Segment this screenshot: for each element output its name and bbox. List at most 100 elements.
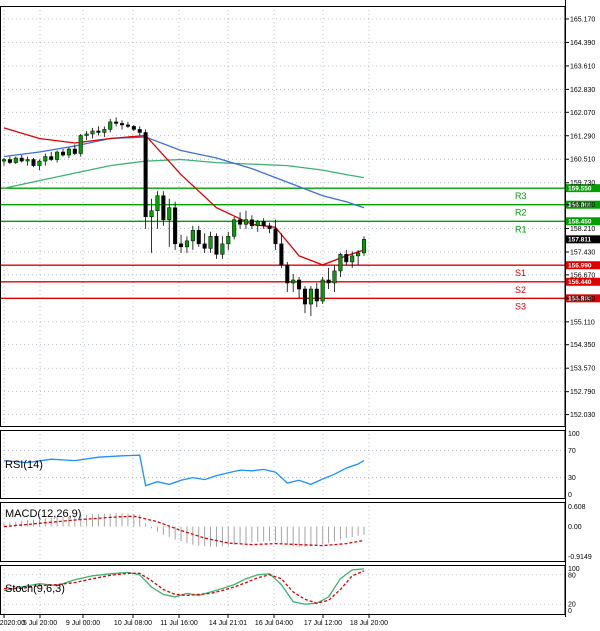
candle-body	[173, 207, 178, 245]
candle-body	[19, 157, 24, 162]
candle	[179, 234, 184, 253]
y-tick-label: 155.890	[570, 296, 595, 303]
candle	[125, 121, 130, 128]
candle	[25, 156, 30, 166]
level-tag: 159.000	[568, 202, 592, 209]
candle-body	[208, 236, 213, 249]
candle-body	[297, 279, 302, 290]
candle-body	[49, 156, 54, 160]
candle-body	[232, 219, 237, 237]
stoch-d-line	[4, 570, 365, 604]
y-tick-label: 164.390	[570, 40, 595, 47]
candle-body	[255, 221, 260, 227]
candle	[338, 252, 343, 277]
rsi-panel: 100 70 30 0 RSI(14)	[0, 431, 580, 499]
candle-body	[131, 126, 136, 130]
candle-body	[108, 121, 113, 130]
candle	[226, 231, 231, 250]
panel-frame	[0, 502, 566, 562]
candle	[302, 286, 308, 314]
panel-frame	[0, 565, 566, 615]
candle	[344, 249, 349, 265]
stoch-tick-label: 0	[568, 608, 572, 615]
ma-fast-line	[3, 127, 365, 266]
candle-body	[314, 288, 319, 302]
ma-slow-line	[3, 158, 365, 189]
level-label-r1: R1	[515, 224, 527, 234]
x-tick-label: 16 Jul 04:00	[255, 620, 293, 627]
macd-panel: 0.608 0.00 -0.9149 MACD(12,26,9)	[3, 504, 592, 561]
candle	[90, 127, 95, 139]
candle-body	[302, 288, 308, 305]
x-tick-label: 18 Jul 20:00	[350, 620, 388, 627]
rsi-line	[3, 454, 365, 487]
candle-body	[267, 225, 272, 230]
candle-body	[43, 156, 48, 162]
candle-body	[102, 129, 107, 133]
candle-body	[161, 195, 166, 221]
level-tag-bg	[566, 294, 600, 303]
candle-body	[179, 243, 184, 248]
panel-frame	[0, 6, 566, 427]
candle	[155, 191, 160, 229]
candle	[285, 261, 290, 293]
candles	[1, 117, 367, 317]
candle	[13, 156, 18, 165]
candle-body	[143, 132, 148, 218]
candle-body	[361, 239, 367, 254]
rsi-label: RSI(14)	[5, 459, 43, 471]
current-price-tag	[566, 235, 600, 244]
candle	[350, 251, 355, 268]
macd-tick-label: 0.00	[568, 524, 582, 531]
candle-body	[220, 243, 225, 255]
candle-body	[125, 124, 130, 127]
candle-body	[25, 159, 30, 162]
candle-body	[196, 230, 201, 245]
candle	[184, 236, 189, 253]
candle	[314, 282, 319, 308]
candle	[7, 156, 12, 165]
candle-body	[214, 236, 219, 255]
level-tag: 155.890	[568, 296, 592, 303]
stoch-tick-label: 20	[568, 602, 576, 609]
candle-body	[96, 130, 101, 133]
candle	[214, 233, 219, 259]
candle	[37, 159, 42, 171]
level-tag: 159.550	[568, 185, 592, 192]
y-tick-label: 156.670	[570, 272, 595, 279]
level-label-r2: R2	[515, 208, 527, 218]
y-tick-label: 160.510	[570, 157, 595, 164]
candle	[196, 225, 201, 247]
pivot-levels: R3 159.550 R2 159.000 R1 158.450 S1 156.990 S2 15…	[0, 184, 600, 311]
candle-body	[226, 236, 231, 245]
ma-mid-line	[3, 136, 365, 209]
candle	[1, 158, 7, 166]
candle-body	[114, 121, 119, 124]
candle	[72, 144, 77, 156]
rsi-tick-label: 30	[568, 475, 576, 482]
candle	[131, 124, 136, 131]
candle-body	[249, 219, 254, 227]
panel-frame	[0, 430, 566, 499]
candle-body	[120, 123, 125, 126]
candle	[96, 126, 101, 136]
candle	[167, 198, 172, 247]
candle-body	[350, 255, 355, 263]
candle	[60, 149, 66, 157]
stoch-tick-label: 100	[568, 566, 580, 573]
level-tag: 156.990	[568, 263, 592, 270]
candle-body	[356, 252, 361, 257]
candle	[238, 212, 243, 229]
candle	[279, 233, 284, 268]
stoch-label: Stoch(9,6,3)	[5, 583, 65, 595]
candle-body	[243, 219, 248, 225]
candle	[108, 118, 113, 133]
candle-body	[149, 210, 154, 218]
candle	[149, 198, 154, 253]
y-tick-label: 158.210	[570, 226, 595, 233]
rsi-tick-label: 0	[568, 492, 572, 499]
x-tick-label: 9 Jul 00:00	[66, 620, 100, 627]
candle	[267, 222, 272, 234]
candle-body	[291, 279, 296, 284]
